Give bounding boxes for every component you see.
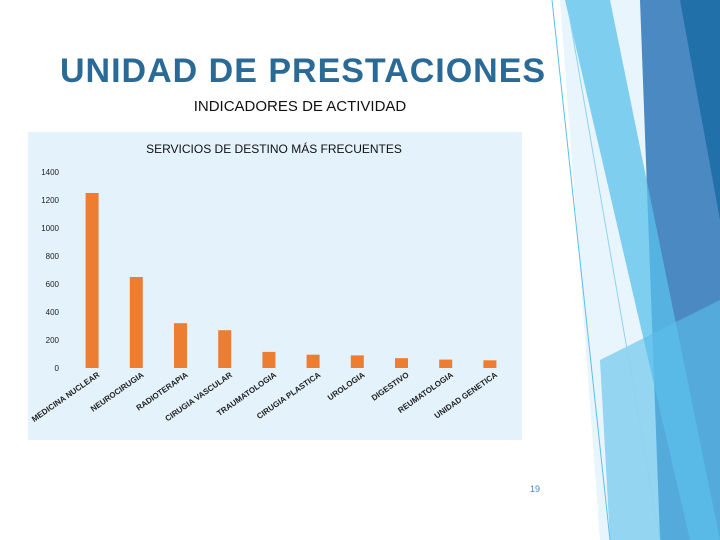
bar <box>129 277 143 368</box>
page-number: 19 <box>529 484 540 494</box>
y-tick-label: 1400 <box>41 168 59 177</box>
bar <box>85 193 99 368</box>
y-tick-label: 600 <box>46 280 60 289</box>
y-tick-label: 0 <box>55 364 60 373</box>
decor-line <box>551 0 611 540</box>
bar <box>218 330 232 368</box>
slide-title: UNIDAD DE PRESTACIONES <box>60 52 547 90</box>
slide-subtitle: INDICADORES DE ACTIVIDAD <box>193 98 407 115</box>
y-tick-label: 800 <box>46 252 60 261</box>
y-tick-label: 400 <box>46 308 60 317</box>
decor-shape-corner <box>680 0 720 220</box>
x-category-label: DIGESTIVO <box>370 370 411 402</box>
bar <box>306 354 320 368</box>
y-tick-label: 1000 <box>41 224 59 233</box>
y-tick-label: 1200 <box>41 196 59 205</box>
y-axis: 0 200 400 600 800 1000 1200 1400 <box>41 168 59 373</box>
x-category-label: UROLOGIA <box>326 370 367 402</box>
x-category-label: MEDICINA NUCLEAR <box>30 370 101 424</box>
bars-group <box>85 193 497 368</box>
chart-title: SERVICIOS DE DESTINO MÁS FRECUENTES <box>146 141 402 156</box>
bar <box>350 355 364 368</box>
bar <box>174 323 187 368</box>
x-axis-labels: MEDICINA NUCLEARNEUROCIRUGIARADIOTERAPIA… <box>30 370 499 424</box>
bar-chart: SERVICIOS DE DESTINO MÁS FRECUENTES 0 200… <box>30 141 499 424</box>
bar <box>395 358 408 368</box>
bar <box>483 360 497 368</box>
y-tick-label: 200 <box>46 336 60 345</box>
decor-line-2 <box>569 19 661 540</box>
decor-shape-lower <box>600 300 720 540</box>
chart-panel: SERVICIOS DE DESTINO MÁS FRECUENTES 0 200… <box>28 132 522 440</box>
bar <box>439 359 453 368</box>
bar <box>262 351 276 368</box>
